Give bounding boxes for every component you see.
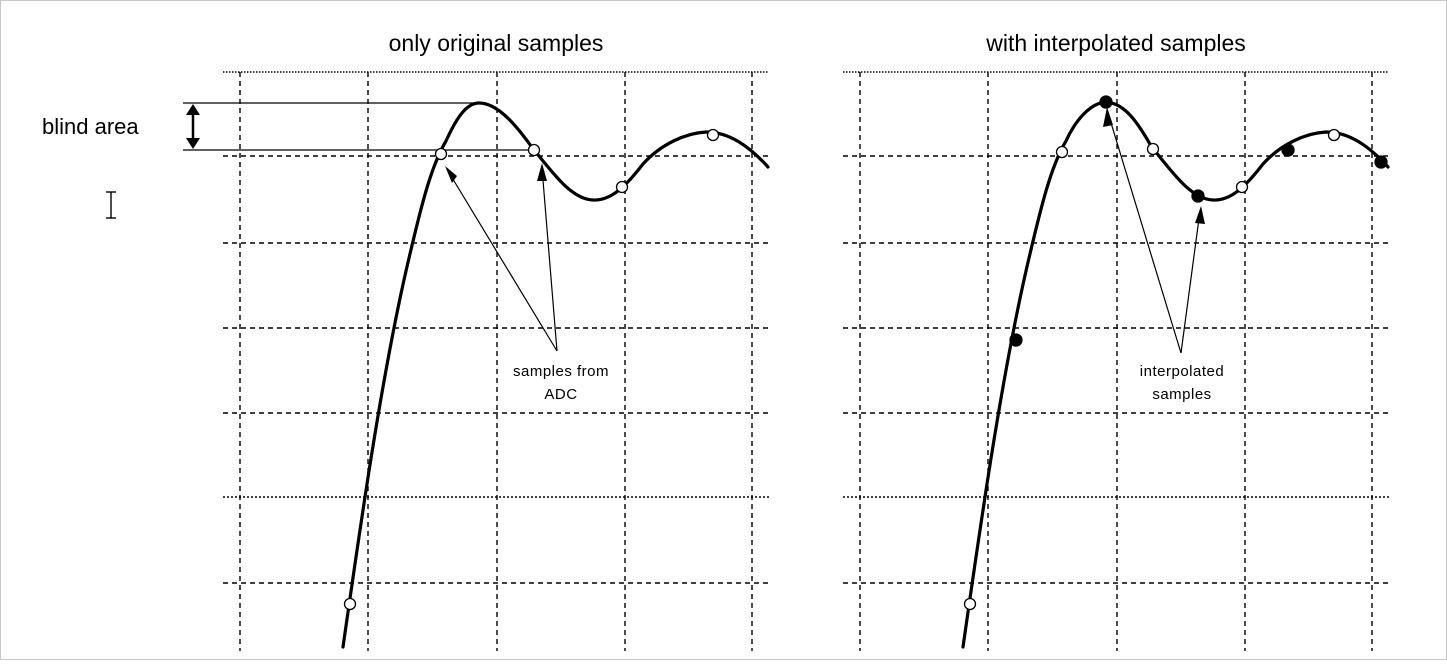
left-annotation-line1: samples from [513,363,609,380]
left-grid [223,71,769,651]
sample-point [963,597,977,611]
sample-point [1146,142,1160,156]
arrow-down-icon [186,138,200,149]
sample-point [434,147,448,161]
left-signal-curve [341,101,770,649]
left-annotation-arrows: samples from ADC [445,163,609,403]
interpolated-sample-point [1009,333,1023,347]
arrowhead-icon [445,166,457,183]
blind-area-marker: blind area [42,102,531,151]
blind-area-label: blind area [42,114,139,139]
sample-point [615,180,629,194]
interpolated-sample-point [1374,155,1388,169]
right-panel-title: with interpolated samples [985,30,1246,56]
sample-point [1327,128,1341,142]
right-annotation-arrows: interpolated samples [1103,107,1224,403]
annotation-arrow [541,167,558,352]
left-panel-title: only original samples [389,30,604,56]
annotation-arrow [1180,210,1201,354]
text-cursor-icon [106,191,116,219]
right-grid [843,71,1389,651]
right-original-samples [963,128,1341,611]
annotation-arrow [1107,112,1182,354]
arrowhead-icon [1103,107,1113,127]
arrowhead-icon [1195,206,1205,224]
sample-point [527,143,541,157]
arrow-up-icon [186,104,200,115]
annotation-arrow [447,170,558,352]
sample-point [343,597,357,611]
interpolated-sample-point [1099,95,1113,109]
left-annotation-line2: ADC [544,386,577,403]
interpolated-sample-point [1191,189,1205,203]
sample-point [1235,180,1249,194]
sample-point [706,128,720,142]
sample-point [1055,145,1069,159]
interpolated-sample-point [1281,143,1295,157]
left-original-samples [343,128,720,611]
right-annotation-line2: samples [1152,386,1211,403]
arrowhead-icon [537,163,547,181]
left-panel: only original samples blind [42,30,770,651]
right-panel: with interpolated samples [843,30,1390,651]
right-annotation-line1: interpolated [1140,363,1224,380]
right-interpolated-samples [1009,95,1388,347]
